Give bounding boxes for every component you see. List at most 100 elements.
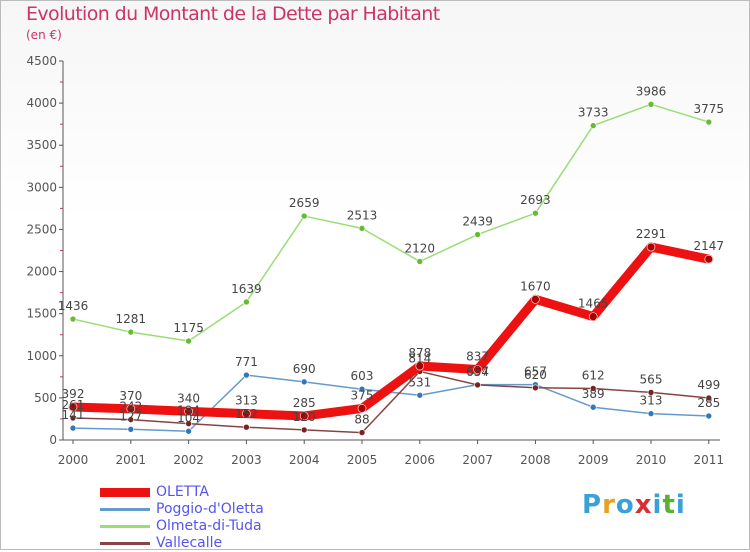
data-label: 1175 (173, 321, 204, 335)
data-label: 313 (235, 394, 258, 408)
data-label: 771 (235, 355, 258, 369)
x-tick-label: 2010 (636, 453, 667, 467)
data-point (415, 361, 425, 371)
data-label: 88 (354, 413, 369, 427)
data-point (357, 404, 367, 413)
legend-label: Olmeta-di-Tuda (156, 518, 262, 534)
x-tick-label: 2005 (347, 453, 378, 467)
data-label: 141 (62, 408, 85, 422)
data-label: 3775 (694, 102, 725, 116)
data-point (647, 100, 655, 108)
data-point (589, 122, 597, 129)
data-label: 3986 (636, 84, 667, 98)
data-point (184, 407, 193, 416)
y-tick-labels: 0 500 1000 1500 2000 2500 3000 3500 4000 4500 (26, 54, 57, 447)
data-label: 814 (408, 351, 431, 365)
data-label: 1436 (58, 299, 89, 313)
series-line-olmeta-di-tuda (72, 103, 710, 342)
proxiti-logo: Proxiti (582, 490, 686, 520)
data-point (358, 225, 366, 232)
data-point (243, 423, 250, 431)
data-point (474, 231, 481, 238)
data-label: 313 (640, 394, 663, 408)
data-label: 370 (119, 389, 142, 403)
data-label: 531 (408, 375, 431, 389)
data-point (474, 381, 481, 389)
data-point (185, 427, 192, 435)
x-tick-label: 2001 (116, 453, 147, 467)
logo-letter: i (675, 490, 686, 520)
y-tick-label: 2000 (26, 265, 57, 279)
data-label: 1465 (578, 297, 609, 311)
data-point (358, 429, 366, 436)
data-label: 340 (177, 391, 200, 405)
legend-label: Vallecalle (156, 535, 223, 551)
axes (59, 60, 720, 444)
data-point (242, 409, 251, 418)
data-label: 242 (119, 400, 142, 414)
data-point (416, 391, 424, 399)
x-tick-label: 2009 (578, 453, 609, 467)
series-line-oletta (68, 242, 714, 421)
x-tick-label: 2007 (462, 453, 493, 467)
y-tick-label: 2500 (26, 222, 57, 236)
logo-letter: i (652, 490, 663, 520)
chart-unit: (en €) (26, 28, 62, 42)
data-label: 375 (351, 388, 374, 402)
data-point (705, 412, 713, 420)
y-tick-label: 3000 (26, 180, 57, 194)
data-label: 389 (582, 387, 605, 401)
y-tick-label: 1500 (26, 307, 57, 321)
data-label: 657 (466, 365, 489, 379)
data-label: 657 (524, 365, 547, 379)
logo-letter: o (615, 490, 635, 520)
data-point (588, 312, 598, 321)
data-label: 2147 (694, 239, 725, 253)
data-label: 1281 (116, 312, 147, 326)
data-point (69, 414, 77, 422)
legend-label: Poggio-d'Oletta (156, 501, 264, 517)
data-label: 690 (293, 362, 316, 376)
data-point (589, 403, 597, 411)
data-point (705, 394, 713, 402)
data-point (647, 410, 655, 417)
data-point (185, 420, 192, 427)
data-point (68, 402, 78, 412)
data-label: 654 (466, 365, 489, 379)
data-point (127, 416, 135, 423)
data-label: 261 (62, 398, 85, 412)
data-point (243, 298, 250, 306)
y-tick-label: 4000 (26, 96, 57, 110)
data-label: 285 (697, 396, 720, 410)
logo-letter: x (634, 490, 653, 520)
legend-swatch (100, 488, 150, 497)
data-point (127, 426, 135, 433)
y-tick-label: 500 (34, 391, 57, 405)
legend-swatch (100, 542, 150, 545)
x-tick-label: 2003 (231, 453, 262, 467)
logo-letter: r (602, 490, 616, 520)
data-label: 620 (524, 368, 547, 382)
data-point (300, 378, 308, 386)
series-lines (68, 100, 714, 436)
legend-swatch (100, 525, 150, 528)
x-tick-label: 2000 (58, 453, 89, 467)
y-tick-label: 1000 (26, 349, 57, 363)
x-tick-label: 2008 (520, 453, 551, 467)
data-label: 194 (177, 404, 200, 418)
data-label: 104 (177, 411, 200, 425)
x-tick-label: 2004 (289, 453, 320, 467)
data-label: 1639 (231, 282, 262, 296)
data-point (705, 118, 713, 126)
logo-letter: P (582, 490, 603, 520)
data-label: 285 (293, 396, 316, 410)
data-point (299, 411, 309, 421)
data-point (646, 242, 656, 252)
data-point (531, 295, 540, 304)
data-point (589, 385, 597, 392)
y-tick-label: 4500 (26, 54, 57, 68)
data-label: 837 (466, 350, 489, 364)
data-label: 565 (640, 372, 663, 386)
data-label: 120 (293, 410, 316, 424)
